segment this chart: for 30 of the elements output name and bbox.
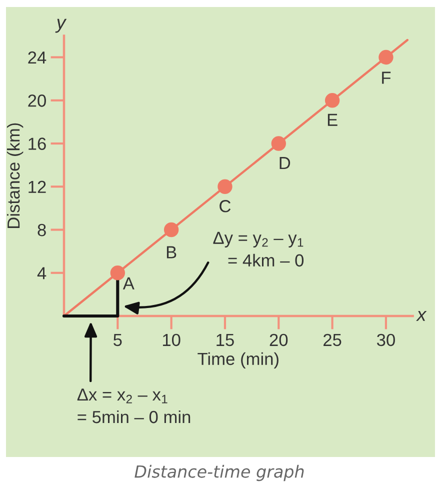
annotation: F [382,72,391,84]
y-tick-label: 20 [28,94,46,107]
x-tick-label: 10 [162,334,180,346]
x-tick-label: 25 [324,334,342,346]
x-axis-title: Time (min) [198,352,278,368]
point [218,179,232,194]
point [164,222,179,238]
y-tick-label: 12 [28,180,46,193]
y-tick-label: 24 [28,51,46,64]
y-tick-label: 16 [28,138,46,150]
y-tick-label: 4 [37,267,46,280]
annotation: B [166,246,176,258]
text: Δx = x$_{2}$ – x$_{1}$ = 5min – 0 min [77,388,190,424]
y-axis-title: Distance (km) [6,123,24,228]
text: x [416,310,427,321]
annotation: D [280,157,290,169]
annotation: E [328,114,338,126]
x-tick-label: 30 [376,334,395,346]
annotation: Δy = y$_{2}$ – y$_{1}$ = 4km – 0 [213,232,304,267]
annotation: C [220,200,231,212]
text: Distance-time graph [134,464,304,482]
point [324,93,340,108]
x-tick-label: 15 [216,334,234,346]
point [378,50,394,65]
text: y [55,18,67,33]
x-tick-label: 20 [270,334,288,346]
annotation: A [122,277,134,290]
y-tick-label: 8 [38,224,46,236]
point [271,136,286,151]
x-tick-label: 5 [114,334,122,346]
